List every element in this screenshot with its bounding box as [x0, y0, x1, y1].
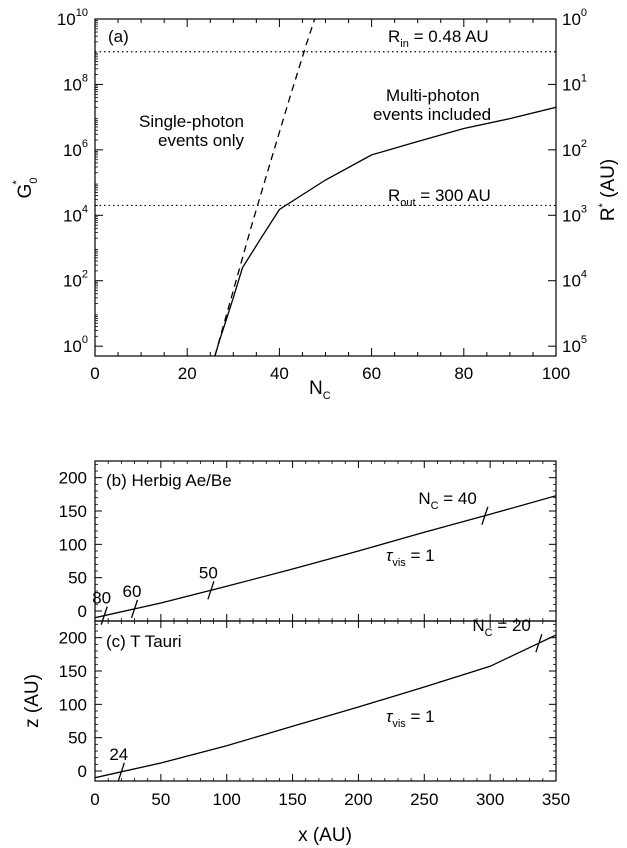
y2-tick-label: 103: [562, 203, 587, 225]
nc-label: 80: [92, 589, 111, 608]
tau-vis-curve: [95, 495, 556, 619]
y-tick-label: 100: [59, 695, 87, 714]
y-tick-label: 0: [78, 602, 87, 621]
panel-a-label: (a): [108, 27, 129, 46]
nc-label: NC = 40: [418, 489, 477, 512]
panel-b-data: [95, 495, 556, 619]
nc-tick-mark: [130, 599, 139, 619]
x-tick-label: 60: [362, 364, 381, 383]
y-tick-label: 106: [63, 138, 88, 160]
panel-b-y-ticks: 0 50 100 150 200: [59, 463, 556, 621]
y-tick-label: 100: [59, 535, 87, 554]
panel-c-y-axis-label: z (AU): [22, 674, 43, 728]
y-tick-label: 200: [59, 629, 87, 648]
x-tick-label: 40: [270, 364, 289, 383]
panel-c-frame: [94, 620, 557, 782]
panel-c-x-ticks: 0 50 100 150 200 250 300 350: [90, 621, 570, 809]
x-tick-label: 50: [151, 790, 170, 809]
x-tick-label: 150: [278, 790, 306, 809]
panel-c: 0 50 100 150 200 250 300 350 0 50 100 150 200 (c) T…: [22, 620, 570, 846]
y2-tick-label: 102: [562, 138, 587, 160]
y-tick-label: 50: [68, 569, 87, 588]
x-tick-label: 250: [410, 790, 438, 809]
x-tick-label: 100: [213, 790, 241, 809]
panel-a-x-ticks: 0 20 40 60 80 100: [90, 19, 570, 383]
panel-c-y-ticks: 0 50 100 150 200: [59, 623, 556, 781]
nc-tick-mark: [535, 633, 543, 653]
panel-a-y-ticks: 100 102 104 106 108 1010: [57, 7, 103, 356]
single-photon-dashed-curve: [214, 19, 316, 356]
y-tick-label: 0: [78, 762, 87, 781]
multi-photon-label-line1: Multi-photon: [386, 86, 480, 105]
y-tick-label: 200: [59, 469, 87, 488]
x-tick-label: 80: [454, 364, 473, 383]
r-out-label: Rout = 300 AU: [388, 186, 491, 209]
single-photon-label-line2: events only: [158, 131, 244, 150]
multi-photon-solid-curve: [214, 106, 556, 356]
x-tick-label: 100: [542, 364, 570, 383]
panel-c-data: [95, 634, 556, 779]
panel-a-y2-axis-label: R* (AU): [597, 159, 619, 221]
panel-b: 0 50 100 150 200 (b) Herbig Ae/Be τvis = 1: [59, 460, 557, 622]
y2-tick-label: 104: [562, 269, 587, 291]
y-tick-label: 102: [63, 269, 88, 291]
panel-b-tau-label: τvis = 1: [386, 546, 435, 569]
panel-a-y-axis-label: G0*: [11, 178, 40, 199]
x-tick-label: 20: [178, 364, 197, 383]
panel-c-x-axis-label: x (AU): [298, 825, 352, 846]
panel-a-data: [95, 19, 556, 356]
y-tick-label: 108: [63, 72, 88, 94]
x-tick-label: 350: [542, 790, 570, 809]
y-tick-label: 100: [63, 334, 88, 356]
y2-tick-label: 100: [562, 7, 587, 29]
y2-tick-label: 101: [562, 72, 587, 94]
nc-label: 60: [123, 582, 142, 601]
r-in-label: Rin = 0.48 AU: [388, 27, 489, 50]
y-tick-label: 104: [63, 203, 88, 225]
panel-b-label: (b) Herbig Ae/Be: [106, 471, 232, 490]
tau-vis-curve: [95, 634, 556, 779]
multi-photon-label-line2: events included: [373, 105, 491, 124]
y-tick-label: 1010: [57, 7, 88, 29]
nc-tick-mark: [117, 762, 125, 782]
y-tick-label: 50: [68, 729, 87, 748]
x-tick-label: 0: [90, 364, 99, 383]
nc-label: 50: [199, 563, 218, 582]
nc-tick-mark: [100, 606, 108, 625]
single-photon-label-line1: Single-photon: [139, 112, 244, 131]
nc-label: NC = 20: [472, 616, 531, 639]
panel-a-x-axis-label: NC: [309, 378, 331, 402]
y-tick-label: 150: [59, 502, 87, 521]
nc-label: 24: [109, 745, 128, 764]
panel-c-tau-label: τvis = 1: [386, 707, 435, 730]
x-tick-label: 200: [344, 790, 372, 809]
nc-tick-mark: [207, 581, 215, 600]
y2-tick-label: 105: [562, 334, 587, 356]
y-tick-label: 150: [59, 662, 87, 681]
nc-tick-mark: [481, 506, 489, 525]
panel-c-label: (c) T Tauri: [106, 632, 182, 651]
x-tick-label: 0: [90, 790, 99, 809]
x-tick-label: 300: [476, 790, 504, 809]
panel-a-y2-ticks: 105 104 103 102 101 100: [548, 7, 587, 356]
